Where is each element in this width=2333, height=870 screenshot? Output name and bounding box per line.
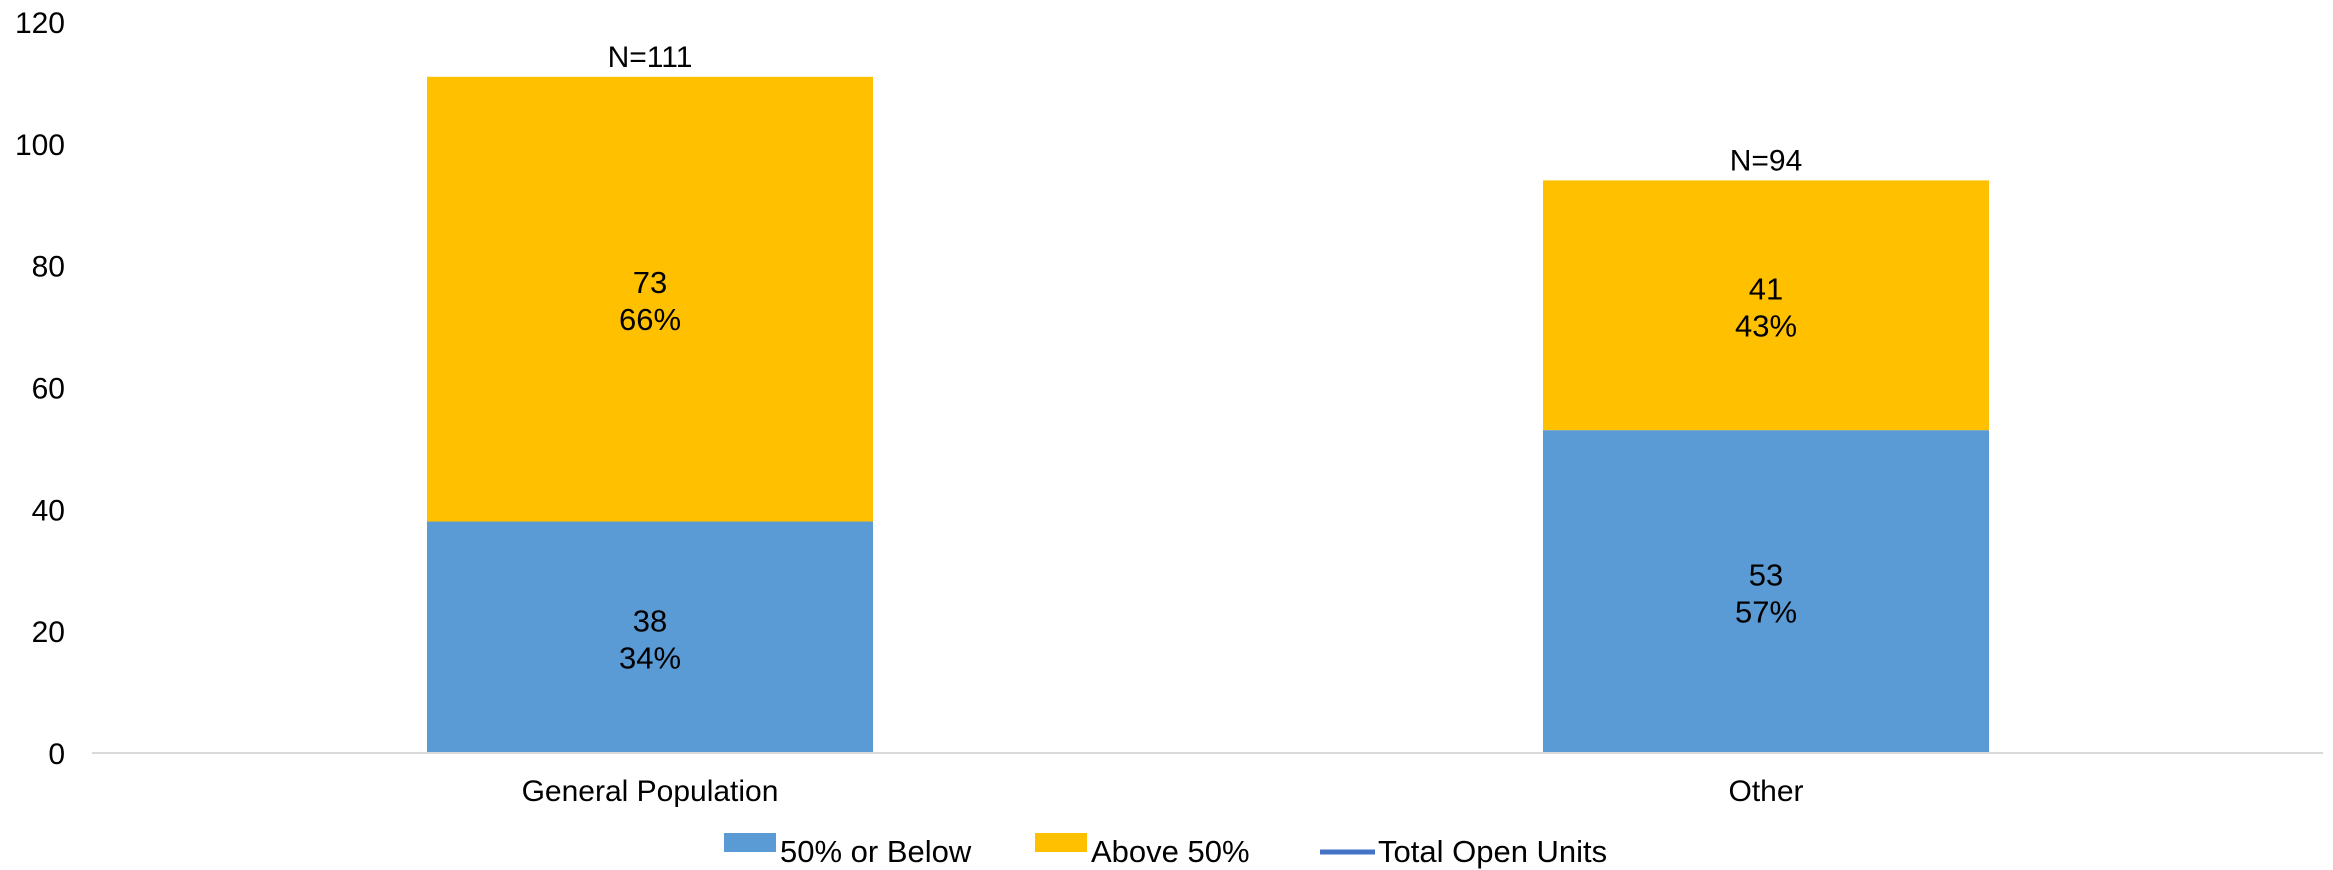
segment-value-label: 38 <box>633 603 667 638</box>
segment-value-label: 73 <box>633 265 667 300</box>
legend-swatch <box>724 833 776 852</box>
y-tick-label: 0 <box>48 738 65 771</box>
total-labels: N=111 N=94 <box>608 41 1803 178</box>
x-axis-category-labels: General Population Other <box>522 775 1804 808</box>
bar-segment <box>1543 430 1989 753</box>
total-label: N=111 <box>608 41 693 74</box>
segment-value-label: 41 <box>1749 271 1783 306</box>
segment-percent-label: 34% <box>619 640 681 675</box>
legend-label: 50% or Below <box>780 834 972 869</box>
legend-swatch <box>1035 833 1087 852</box>
legend-label: Above 50% <box>1091 834 1250 869</box>
legend: 50% or Below Above 50% Total Open Units <box>724 833 1607 869</box>
segment-percent-label: 66% <box>619 302 681 337</box>
y-axis-tick-labels: 0 20 40 60 80 100 120 <box>15 7 65 771</box>
total-label: N=94 <box>1730 144 1803 177</box>
segment-percent-label: 57% <box>1735 595 1797 630</box>
y-tick-label: 20 <box>32 616 65 649</box>
bar-segments <box>427 76 1989 753</box>
y-tick-label: 60 <box>32 373 65 406</box>
legend-label: Total Open Units <box>1378 834 1607 869</box>
y-tick-label: 120 <box>15 7 65 40</box>
y-tick-label: 40 <box>32 494 65 527</box>
bar-segment <box>427 521 873 753</box>
segment-value-label: 53 <box>1749 558 1783 593</box>
y-tick-label: 80 <box>32 251 65 284</box>
y-tick-label: 100 <box>15 129 65 162</box>
category-label: General Population <box>522 775 779 808</box>
category-label: Other <box>1728 775 1803 808</box>
bar-segment <box>427 76 873 522</box>
bar-segment <box>1543 180 1989 431</box>
segment-percent-label: 43% <box>1735 308 1797 343</box>
